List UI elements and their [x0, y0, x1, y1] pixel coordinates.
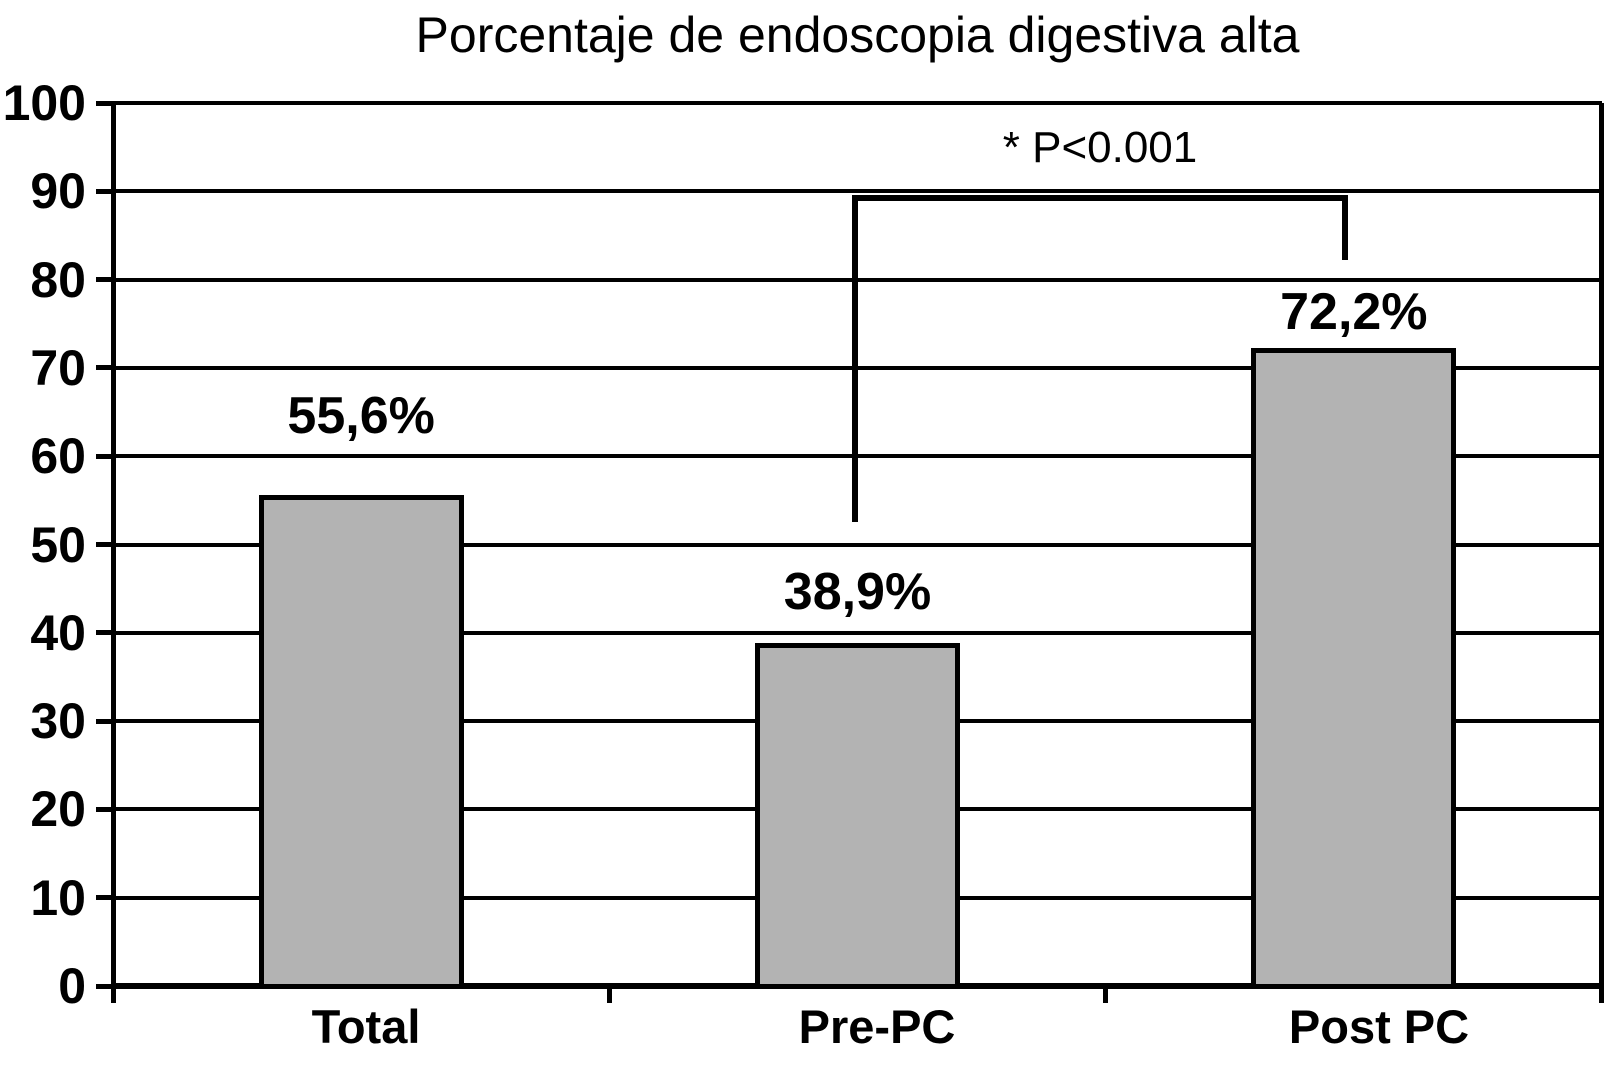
category-label-post-pc: Post PC — [1288, 1000, 1470, 1053]
significance-bracket-horizontal — [852, 195, 1348, 201]
gridline-40 — [113, 630, 1602, 635]
value-label-post-pc: 72,2% — [1280, 283, 1428, 342]
y-axis-tick-70 — [96, 365, 113, 371]
y-axis-tick-90 — [96, 188, 113, 194]
chart-title: Porcentaje de endoscopia digestiva alta — [415, 7, 1300, 63]
y-axis-line — [111, 103, 116, 1003]
y-axis-label-40: 40 — [30, 604, 86, 661]
x-axis-tick-1 — [606, 986, 612, 1003]
bar-total — [258, 495, 464, 989]
y-axis-tick-10 — [96, 895, 113, 901]
y-axis-label-10: 10 — [30, 869, 86, 926]
gridline-70 — [113, 365, 1602, 370]
y-axis-label-80: 80 — [30, 251, 86, 308]
y-axis-label-60: 60 — [30, 428, 86, 485]
value-label-pre-pc: 38,9% — [783, 562, 932, 621]
plot-right-border — [1599, 103, 1604, 1003]
y-axis-label-20: 20 — [30, 781, 86, 838]
y-axis-tick-30 — [96, 718, 113, 724]
bar-post-pc — [1251, 348, 1457, 989]
category-label-total: Total — [311, 1000, 421, 1053]
y-axis-label-0: 0 — [58, 958, 86, 1014]
y-axis-tick-20 — [96, 806, 113, 812]
gridline-50 — [113, 542, 1602, 547]
significance-bracket-right-drop — [1342, 195, 1348, 260]
x-axis-tick-2 — [1103, 986, 1109, 1003]
y-axis-tick-0 — [96, 983, 113, 989]
gridline-90 — [113, 189, 1602, 194]
gridline-80 — [113, 277, 1602, 282]
gridline-60 — [113, 454, 1602, 459]
y-axis-label-90: 90 — [30, 163, 86, 220]
y-axis-label-50: 50 — [30, 516, 86, 573]
y-axis-tick-60 — [96, 453, 113, 459]
category-label-pre-pc: Pre-PC — [798, 1000, 956, 1053]
y-axis-label-30: 30 — [30, 693, 86, 750]
value-label-total: 55,6% — [287, 387, 435, 446]
y-axis-tick-80 — [96, 277, 113, 283]
bar-pre-pc — [755, 642, 960, 989]
y-axis-label-70: 70 — [30, 339, 86, 396]
gridline-100 — [113, 101, 1602, 105]
y-axis-tick-50 — [96, 542, 113, 547]
significance-bracket-left-drop — [852, 195, 858, 522]
y-axis-label-100: 100 — [2, 75, 86, 131]
y-axis-tick-100 — [96, 100, 113, 106]
y-axis-tick-40 — [96, 630, 113, 636]
significance-p-value-label: * P<0.001 — [1002, 123, 1198, 172]
